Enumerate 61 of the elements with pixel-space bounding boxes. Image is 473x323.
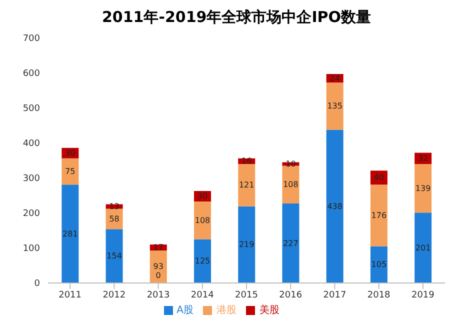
data-label: 24	[330, 74, 340, 83]
bar	[282, 204, 300, 283]
data-label: 125	[194, 256, 210, 266]
data-label: 281	[62, 229, 78, 238]
bar	[238, 206, 256, 283]
bar	[238, 164, 256, 206]
data-label: 16	[242, 156, 252, 166]
x-tick-label: 2011	[58, 290, 82, 300]
legend-label: A股	[176, 305, 194, 316]
y-tick-label: 400	[22, 139, 40, 150]
x-tick-label: 2014	[190, 290, 214, 300]
x-tick-label: 2012	[102, 290, 126, 300]
data-label: 108	[283, 180, 298, 190]
data-label: 40	[374, 173, 384, 182]
y-tick-label: 100	[22, 244, 40, 254]
bar	[194, 239, 212, 283]
bar	[414, 164, 432, 213]
data-label: 438	[327, 202, 342, 211]
data-label: 93	[153, 262, 164, 272]
x-tick-label: 2019	[411, 290, 435, 300]
y-tick-label: 200	[22, 209, 40, 220]
bar	[62, 184, 79, 283]
bar	[326, 82, 344, 130]
bar	[414, 212, 432, 283]
data-label: 227	[283, 238, 298, 248]
data-label: 58	[109, 214, 120, 224]
data-label: 176	[371, 210, 387, 220]
data-label: 75	[65, 167, 76, 176]
y-tick-label: 300	[22, 174, 40, 184]
y-tick-label: 0	[34, 279, 40, 290]
bar	[326, 130, 344, 283]
bar	[194, 201, 212, 240]
data-label: 139	[415, 184, 431, 193]
x-tick-label: 2013	[146, 290, 170, 300]
bar	[282, 166, 300, 204]
data-label: 17	[153, 242, 164, 252]
data-label: 0	[156, 271, 161, 280]
y-tick-label: 500	[22, 104, 40, 114]
data-label: 32	[418, 154, 428, 163]
bar	[370, 246, 388, 283]
y-tick-label: 600	[22, 69, 40, 80]
y-tick-label: 700	[22, 34, 40, 44]
data-label: 121	[238, 180, 254, 190]
data-label: 135	[327, 102, 342, 111]
data-label: 201	[415, 243, 431, 252]
data-label: 219	[238, 240, 254, 250]
x-tick-label: 2018	[367, 290, 391, 300]
bar	[62, 158, 79, 185]
data-label: 108	[194, 216, 210, 225]
chart-title: 2011年-2019年全球市场中企IPO数量	[100, 8, 372, 28]
data-label: 105	[371, 260, 387, 270]
bar	[106, 229, 123, 283]
data-label: 30	[65, 148, 76, 158]
x-tick-label: 2015	[235, 290, 258, 300]
legend-label: 美股	[259, 305, 280, 316]
data-label: 30	[197, 192, 208, 201]
x-tick-label: 2016	[279, 290, 302, 300]
x-tick-label: 2017	[323, 290, 346, 300]
data-label: 154	[106, 252, 122, 261]
legend-label: 港股	[216, 305, 236, 316]
bar	[370, 184, 388, 246]
